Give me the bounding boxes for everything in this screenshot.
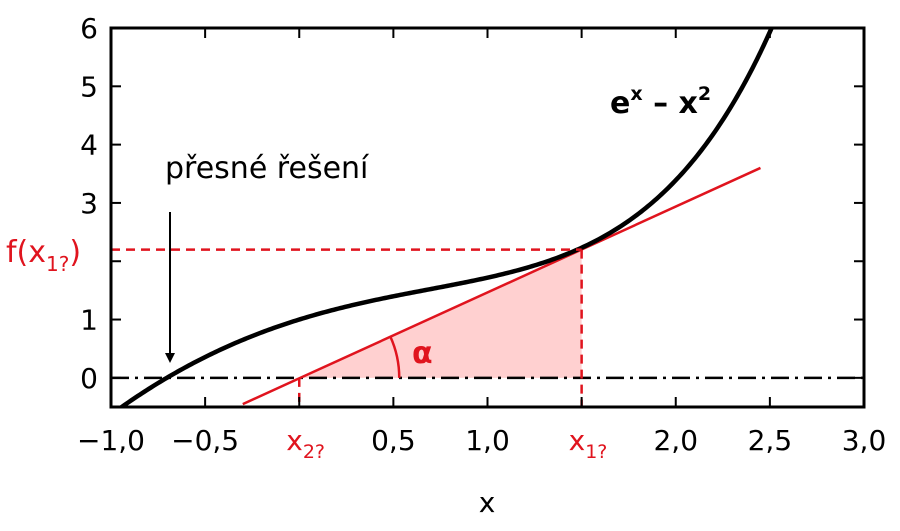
y-tick-label: 6	[80, 12, 98, 45]
x-tick-label: 2,5	[748, 424, 793, 457]
y-tick-label: 5	[80, 70, 98, 103]
y-tick-label: 4	[80, 129, 98, 162]
exact-solution-label: přesné řešení	[165, 151, 370, 186]
x-tick-label: −0,5	[171, 424, 239, 457]
angle-label: α	[412, 336, 433, 371]
x-tick-label: 3,0	[842, 424, 887, 457]
curve-line	[117, 28, 775, 407]
angle-arc	[389, 335, 401, 378]
x-axis-label: x	[479, 486, 496, 519]
x-tick-label: 0,5	[371, 424, 416, 457]
tangent-line	[242, 166, 761, 406]
x-tick-label: −1,0	[77, 424, 145, 457]
x1-label: x1?	[569, 424, 608, 463]
curve-label: ex – x2	[610, 83, 711, 121]
x-tick-labels: −1,0 −0,5 0,5 1,0 2,0 2,5 3,0	[77, 424, 886, 457]
x-tick-label: 1,0	[465, 424, 510, 457]
x2-label: x2?	[286, 424, 325, 463]
y-tick-label: 0	[80, 362, 98, 395]
y-tick-label: 1	[80, 304, 98, 337]
x-tick-label: 2,0	[653, 424, 698, 457]
axis-ticks	[110, 27, 865, 407]
y-tick-labels: 0 1 3 4 5 6	[80, 12, 98, 395]
y-tick-label: 3	[80, 187, 98, 220]
fx1-label: f(x1?)	[6, 235, 81, 276]
